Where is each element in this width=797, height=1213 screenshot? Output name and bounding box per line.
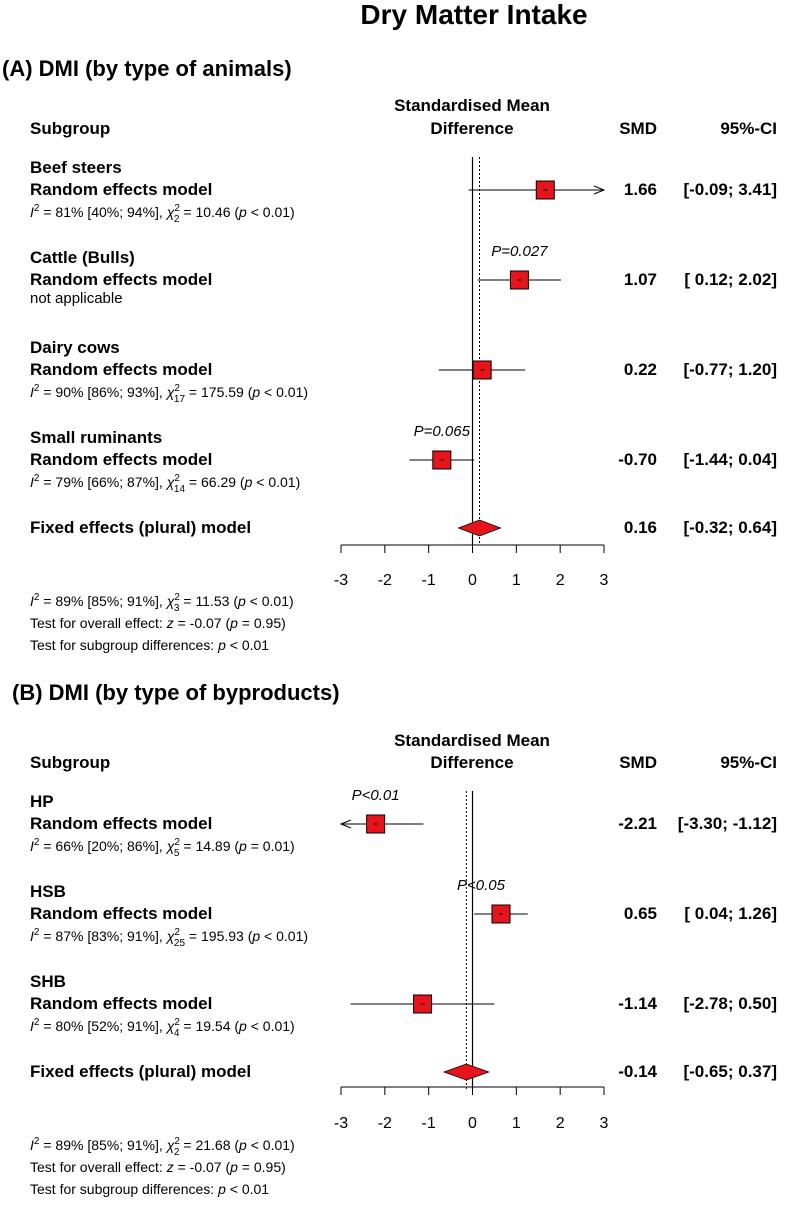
smd-value: 1.07 — [624, 270, 657, 289]
x-axis-tick-label: -1 — [422, 572, 436, 589]
x-axis-tick-label: -3 — [334, 572, 348, 589]
x-axis-tick-label: -1 — [422, 1115, 436, 1132]
subgroup-note: not applicable — [30, 290, 123, 307]
header-smd: SMD — [619, 753, 657, 772]
subgroup-name: HSB — [30, 882, 66, 901]
x-axis-tick-label: -2 — [378, 1115, 392, 1132]
footer-heterogeneity: I2 = 89% [85%; 91%], χ2 3 = 11.53 (p < 0.… — [30, 592, 294, 614]
subgroup-difference-test: Test for subgroup differences: p < 0.01 — [30, 1181, 269, 1197]
subgroup-row: HP Random effects model I2 = 66% [20%; 86%… — [30, 787, 777, 859]
subgroup-row: Beef steers Random effects model I2 = 81% … — [30, 158, 777, 225]
forest-panel-b: (B) DMI (by type of byproducts) Subgroup S… — [12, 680, 777, 1197]
subgroup-model-label: Random effects model — [30, 450, 212, 469]
p-value-annotation: P<0.01 — [352, 787, 400, 804]
overall-smd-value: 0.16 — [624, 518, 657, 537]
subgroup-heterogeneity: I2 = 87% [83%; 91%], χ2 25 = 195.93 (p < … — [30, 927, 308, 949]
header-smd: SMD — [619, 119, 657, 138]
figure-title: Dry Matter Intake — [360, 0, 587, 30]
subgroup-model-label: Random effects model — [30, 360, 212, 379]
subgroup-model-label: Random effects model — [30, 904, 212, 923]
smd-value: -0.70 — [618, 450, 657, 469]
subgroup-row: HSB Random effects model I2 = 87% [83%; 91… — [30, 877, 777, 949]
p-value-annotation: P=0.065 — [414, 423, 471, 440]
overall-effect-test: Test for overall effect: z = -0.07 (p = … — [30, 615, 286, 631]
x-axis-tick-label: 0 — [468, 1115, 477, 1132]
overall-diamond — [442, 1063, 490, 1081]
smd-value: -2.21 — [618, 814, 657, 833]
subgroup-name: HP — [30, 792, 54, 811]
subgroup-name: SHB — [30, 972, 66, 991]
subgroup-name: Beef steers — [30, 158, 122, 177]
ci-value: [-0.09; 3.41] — [683, 180, 777, 199]
footer-heterogeneity: I2 = 89% [85%; 91%], χ2 2 = 21.68 (p < 0.… — [30, 1136, 295, 1158]
header-effect-line1: Standardised Mean — [394, 731, 550, 750]
header-ci: 95%-CI — [720, 753, 777, 772]
overall-ci-value: [-0.32; 0.64] — [683, 518, 777, 537]
ci-value: [ 0.12; 2.02] — [684, 270, 777, 289]
smd-value: 0.65 — [624, 904, 657, 923]
subgroup-heterogeneity: I2 = 81% [40%; 94%], χ2 2 = 10.46 (p < 0.… — [30, 203, 295, 225]
x-axis-tick-label: 2 — [556, 572, 565, 589]
header-ci: 95%-CI — [720, 119, 777, 138]
subgroup-model-label: Random effects model — [30, 814, 212, 833]
ci-arrow-right — [593, 185, 606, 195]
subgroup-model-label: Random effects model — [30, 180, 212, 199]
panel-title: (B) DMI (by type of byproducts) — [12, 680, 340, 705]
x-axis-tick-label: -2 — [378, 572, 392, 589]
x-axis-tick-label: 3 — [600, 572, 609, 589]
x-axis-tick-label: 3 — [600, 1115, 609, 1132]
subgroup-model-label: Random effects model — [30, 270, 212, 289]
overall-effect-test: Test for overall effect: z = -0.07 (p = … — [30, 1159, 286, 1175]
ci-arrow-left — [339, 819, 352, 829]
p-value-annotation: P=0.027 — [491, 243, 548, 260]
forest-panels: (A) DMI (by type of animals) Subgroup Stan… — [2, 56, 777, 1197]
subgroup-heterogeneity: I2 = 90% [86%; 93%], χ2 17 = 175.59 (p < … — [30, 383, 308, 405]
ci-value: [ 0.04; 1.26] — [684, 904, 777, 923]
x-axis-tick-label: 0 — [468, 572, 477, 589]
x-axis-tick-label: 1 — [512, 1115, 521, 1132]
overall-smd-value: -0.14 — [618, 1062, 657, 1081]
smd-value: 1.66 — [624, 180, 657, 199]
ci-value: [-1.44; 0.04] — [683, 450, 777, 469]
header-subgroup: Subgroup — [30, 119, 110, 138]
subgroup-row: SHB Random effects model I2 = 80% [52%; 91… — [30, 972, 777, 1039]
subgroup-name: Cattle (Bulls) — [30, 248, 135, 267]
x-axis-tick-label: 2 — [556, 1115, 565, 1132]
x-axis-tick-label: -3 — [334, 1115, 348, 1132]
p-value-annotation: P<0.05 — [457, 877, 506, 894]
smd-value: -1.14 — [618, 994, 657, 1013]
subgroup-heterogeneity: I2 = 80% [52%; 91%], χ2 4 = 19.54 (p < 0.… — [30, 1017, 295, 1039]
subgroup-heterogeneity: I2 = 79% [66%; 87%], χ2 14 = 66.29 (p < 0… — [30, 473, 300, 495]
header-effect-line2: Difference — [430, 753, 513, 772]
subgroup-difference-test: Test for subgroup differences: p < 0.01 — [30, 637, 269, 653]
subgroup-model-label: Random effects model — [30, 994, 212, 1013]
subgroup-row: Small ruminants Random effects model I2 = … — [30, 423, 777, 495]
header-subgroup: Subgroup — [30, 753, 110, 772]
ci-value: [-2.78; 0.50] — [683, 994, 777, 1013]
ci-value: [-3.30; -1.12] — [678, 814, 777, 833]
subgroup-name: Small ruminants — [30, 428, 162, 447]
header-effect-line1: Standardised Mean — [394, 96, 550, 115]
overall-model-label: Fixed effects (plural) model — [30, 518, 251, 537]
panel-title: (A) DMI (by type of animals) — [2, 56, 292, 81]
subgroup-row: Dairy cows Random effects model I2 = 90% [… — [30, 338, 777, 405]
x-axis-tick-label: 1 — [512, 572, 521, 589]
ci-value: [-0.77; 1.20] — [683, 360, 777, 379]
smd-value: 0.22 — [624, 360, 657, 379]
overall-diamond — [457, 519, 502, 537]
overall-model-label: Fixed effects (plural) model — [30, 1062, 251, 1081]
overall-ci-value: [-0.65; 0.37] — [683, 1062, 777, 1081]
subgroup-heterogeneity: I2 = 66% [20%; 86%], χ2 5 = 14.89 (p = 0.… — [30, 837, 295, 859]
header-effect-line2: Difference — [430, 119, 513, 138]
subgroup-name: Dairy cows — [30, 338, 120, 357]
forest-panel-a: (A) DMI (by type of animals) Subgroup Stan… — [2, 56, 777, 653]
